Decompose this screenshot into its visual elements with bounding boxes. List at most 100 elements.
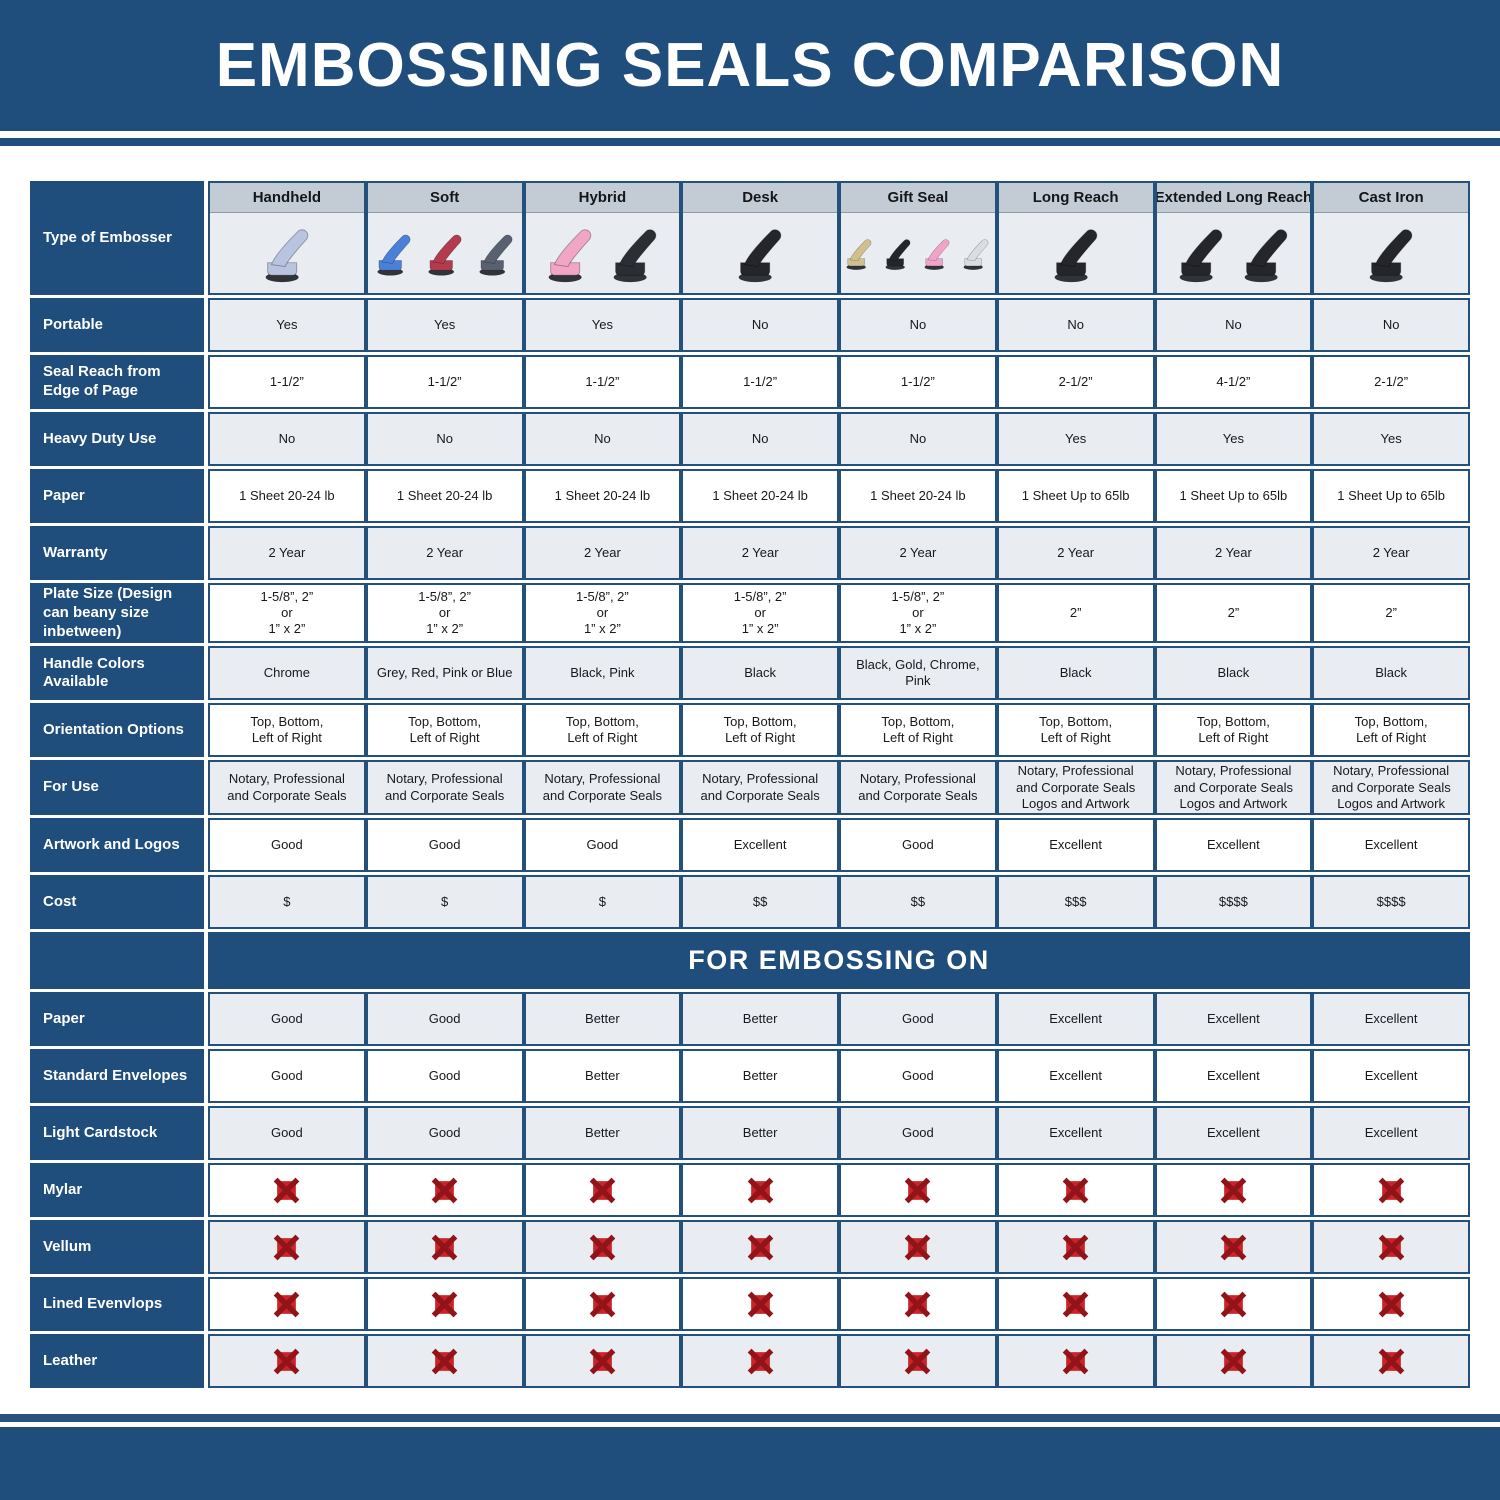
row-label: For Use <box>30 760 208 815</box>
table-cell: Good <box>208 992 366 1046</box>
table-cell: Good <box>365 1106 524 1160</box>
embosser-image-group <box>526 213 680 293</box>
table-cell: Good <box>523 818 682 872</box>
table-cell <box>523 1334 682 1388</box>
table-cell: 2” <box>1312 583 1470 644</box>
table-cell: Excellent <box>1312 992 1470 1046</box>
table-cell: 2 Year <box>365 526 524 580</box>
x-icon <box>589 1177 616 1203</box>
table-cell: Black <box>1312 646 1470 701</box>
embosser-type-cell: Soft <box>365 181 524 295</box>
table-cell: Notary, Professional and Corporate Seals <box>523 760 682 815</box>
footer-stripe-white <box>0 1422 1500 1427</box>
footer-solid <box>0 1427 1500 1500</box>
table-cell: 2-1/2” <box>996 355 1155 409</box>
row-label: Handle Colors Available <box>30 646 208 701</box>
table-cell: 1 Sheet Up to 65lb <box>1154 469 1313 523</box>
table-cell <box>208 1220 366 1274</box>
table-cell: 2 Year <box>1312 526 1470 580</box>
table-cell: Good <box>208 1049 366 1103</box>
x-icon <box>1220 1348 1247 1374</box>
table-cell: Top, Bottom, Left of Right <box>208 703 366 758</box>
table-cell: Better <box>523 1049 682 1103</box>
x-icon <box>747 1177 773 1203</box>
table-cell: $$$ <box>996 875 1155 929</box>
table-cell: 1-1/2” <box>365 355 524 409</box>
table-cell <box>208 1334 366 1388</box>
row-label: Artwork and Logos <box>30 818 208 872</box>
table-cell: No <box>681 298 839 352</box>
table-cell <box>1154 1277 1313 1331</box>
table-cell: 2” <box>1154 583 1313 644</box>
embosser-image-group <box>841 213 995 293</box>
x-icon <box>431 1177 458 1203</box>
table-cell: Good <box>365 992 524 1046</box>
table-cell <box>839 1334 997 1388</box>
x-icon <box>747 1291 773 1317</box>
table-cell: Yes <box>208 298 366 352</box>
table-cell: Good <box>208 818 366 872</box>
table-cell: Black, Pink <box>523 646 682 701</box>
x-icon <box>1378 1348 1404 1374</box>
table-cell <box>208 1277 366 1331</box>
table-cell: Better <box>681 992 839 1046</box>
table-cell: Yes <box>1154 412 1313 466</box>
table-cell: Yes <box>365 298 524 352</box>
x-icon <box>905 1348 931 1374</box>
x-icon <box>1062 1234 1089 1260</box>
table-cell: Top, Bottom, Left of Right <box>681 703 839 758</box>
embosser-type-cell: Handheld <box>208 181 366 295</box>
row-label: Seal Reach from Edge of Page <box>30 355 208 409</box>
embosser-image-group <box>683 213 837 293</box>
table-cell: Notary, Professional and Corporate Seals… <box>996 760 1155 815</box>
x-icon <box>431 1234 458 1260</box>
table-cell: Good <box>839 1049 997 1103</box>
table-cell: Excellent <box>681 818 839 872</box>
table-cell <box>365 1220 524 1274</box>
row-label: Plate Size (Design can beany size inbetw… <box>30 583 208 644</box>
table-cell: Notary, Professional and Corporate Seals… <box>1154 760 1313 815</box>
table-cell: 4-1/2” <box>1154 355 1313 409</box>
table-cell: Excellent <box>1154 992 1313 1046</box>
page-title: EMBOSSING SEALS COMPARISON <box>215 31 1285 100</box>
table-cell: Excellent <box>996 818 1155 872</box>
embosser-image <box>479 234 513 276</box>
table-cell <box>996 1277 1155 1331</box>
table-cell: Good <box>365 1049 524 1103</box>
table-cell: Excellent <box>996 992 1155 1046</box>
table-cell <box>1312 1277 1470 1331</box>
embosser-image <box>428 234 462 276</box>
table-cell: 2 Year <box>839 526 997 580</box>
embosser-image <box>886 239 911 270</box>
table-cell: Better <box>681 1106 839 1160</box>
table-cell <box>996 1163 1155 1217</box>
x-icon <box>1220 1291 1247 1317</box>
table-cell: 1 Sheet 20-24 lb <box>208 469 366 523</box>
table-cell <box>839 1220 997 1274</box>
comparison-table: Type of Embosser Handheld Soft Hybrid Desk Gi… <box>30 178 1470 1391</box>
table-cell: Yes <box>1312 412 1470 466</box>
table-cell: 2 Year <box>523 526 682 580</box>
table-cell: Black <box>996 646 1155 701</box>
comparison-table-area: Type of Embosser Handheld Soft Hybrid Desk Gi… <box>0 146 1500 1391</box>
table-cell: Better <box>523 992 682 1046</box>
table-cell: $$$$ <box>1154 875 1313 929</box>
x-icon <box>589 1348 616 1374</box>
table-cell: Excellent <box>1312 1106 1470 1160</box>
table-cell <box>523 1163 682 1217</box>
table-cell: Top, Bottom, Left of Right <box>839 703 997 758</box>
table-cell: 1-5/8”, 2” or 1” x 2” <box>208 583 366 644</box>
row-label <box>30 932 208 989</box>
row-label: Light Cardstock <box>30 1106 208 1160</box>
column-header: Hybrid <box>525 183 680 213</box>
table-cell: Notary, Professional and Corporate Seals <box>839 760 997 815</box>
x-icon <box>1220 1177 1247 1203</box>
x-icon <box>905 1177 931 1203</box>
table-cell <box>365 1163 524 1217</box>
table-cell: Better <box>523 1106 682 1160</box>
table-cell <box>839 1277 997 1331</box>
embosser-type-cell: Extended Long Reach <box>1154 181 1313 295</box>
embosser-image-group <box>210 213 364 293</box>
table-cell: No <box>839 298 997 352</box>
